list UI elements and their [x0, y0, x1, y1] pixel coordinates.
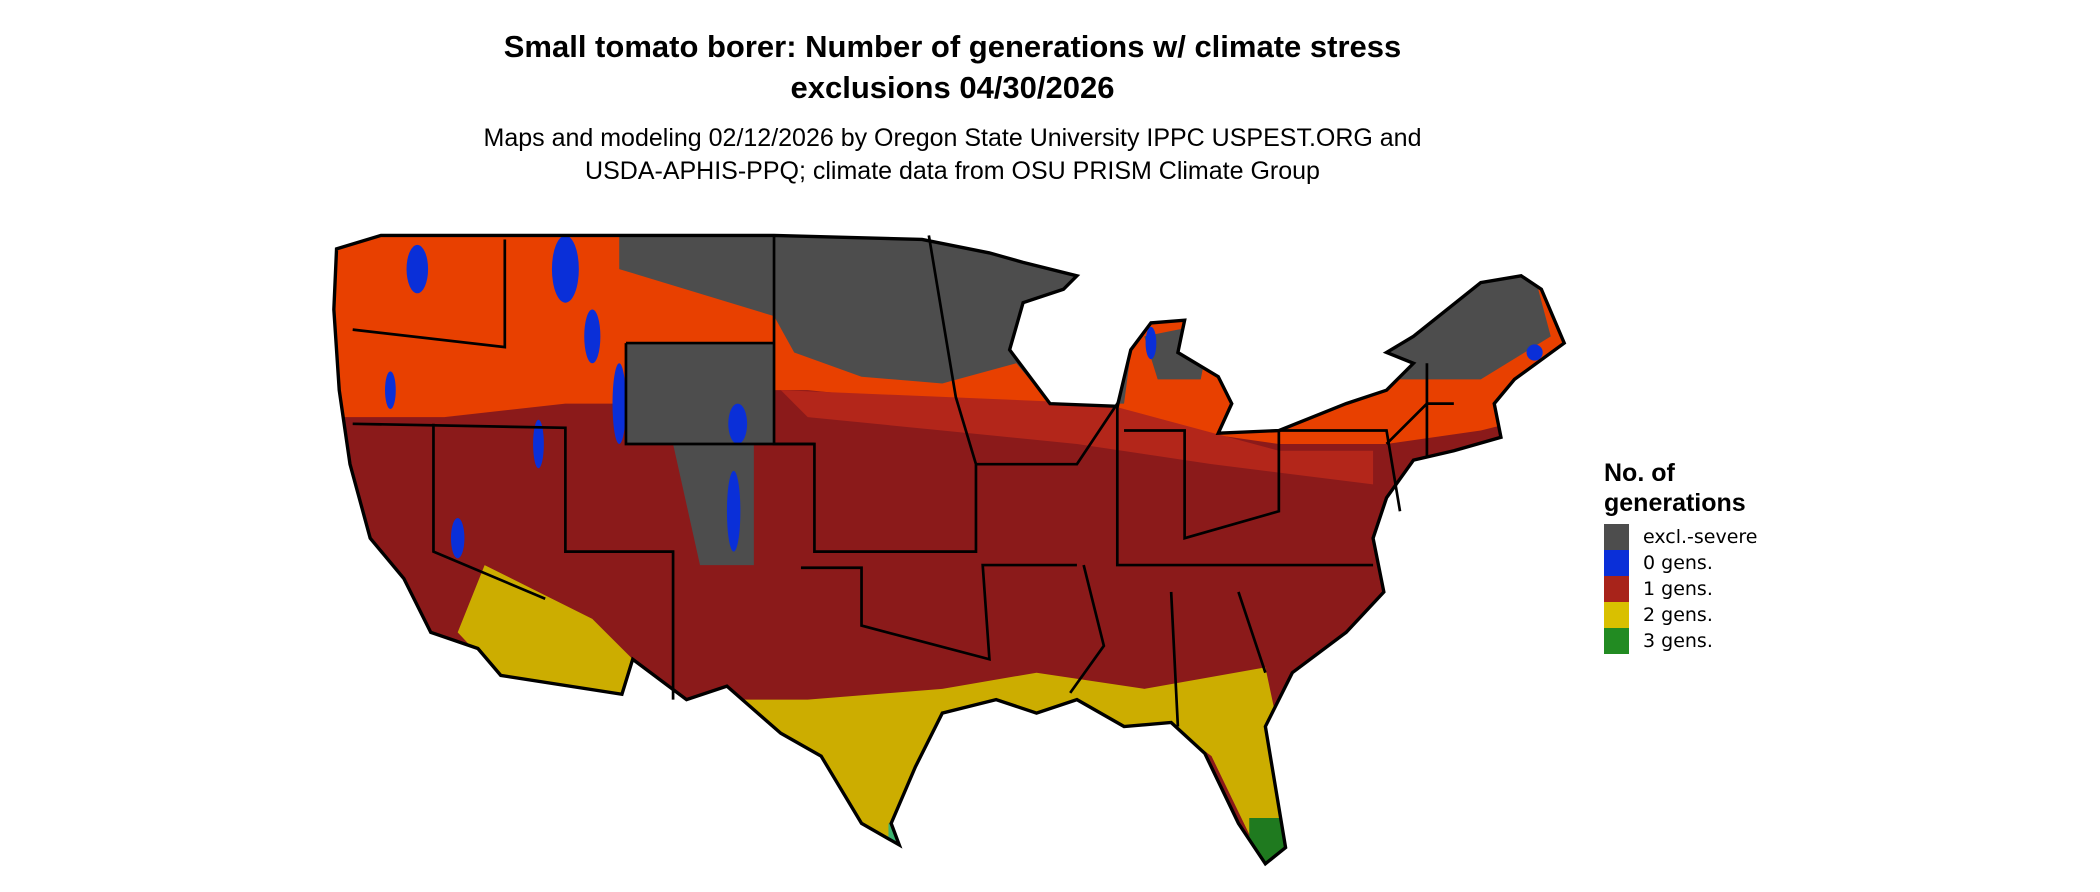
legend-item-0-gens: 0 gens. — [1604, 550, 1758, 576]
legend-item-excluded: excl.-severe — [1604, 524, 1758, 550]
legend-item-2-gens: 2 gens. — [1604, 602, 1758, 628]
map-title: Small tomato borer: Number of generation… — [0, 26, 1905, 108]
legend-title-line-2: generations — [1604, 489, 1746, 517]
subtitle-line-2: USDA-APHIS-PPQ; climate data from OSU PR… — [585, 157, 1320, 185]
zone-excluded-new-england — [1373, 275, 1551, 380]
legend: No. of generations excl.-severe 0 gens. … — [1604, 458, 1758, 654]
legend-label: 3 gens. — [1643, 630, 1713, 652]
legend-label: excl.-severe — [1643, 526, 1758, 548]
title-line-2: exclusions 04/30/2026 — [790, 70, 1115, 105]
title-line-1: Small tomato borer: Number of generation… — [503, 29, 1402, 64]
legend-label: 0 gens. — [1643, 552, 1713, 574]
legend-swatch — [1604, 628, 1629, 654]
zone-1-gen-mid — [780, 390, 1374, 485]
legend-item-1-gens: 1 gens. — [1604, 576, 1758, 602]
zone-0-gen-patches — [385, 235, 1543, 559]
subtitle-line-1: Maps and modeling 02/12/2026 by Oregon S… — [483, 124, 1422, 152]
legend-label: 2 gens. — [1643, 604, 1713, 626]
legend-swatch — [1604, 524, 1629, 550]
legend-title-line-1: No. of — [1604, 459, 1675, 487]
legend-title: No. of generations — [1604, 458, 1758, 518]
legend-item-3-gens: 3 gens. — [1604, 628, 1758, 654]
zone-excluded-north-central — [619, 235, 1131, 404]
legend-swatch — [1604, 602, 1629, 628]
zone-2-gen-gulf — [726, 667, 1295, 864]
map-subtitle: Maps and modeling 02/12/2026 by Oregon S… — [0, 122, 1905, 188]
legend-swatch — [1604, 576, 1629, 602]
state-borders — [352, 235, 1454, 727]
zone-2-gen-southwest — [457, 565, 636, 695]
legend-swatch — [1604, 550, 1629, 576]
legend-label: 1 gens. — [1643, 578, 1713, 600]
